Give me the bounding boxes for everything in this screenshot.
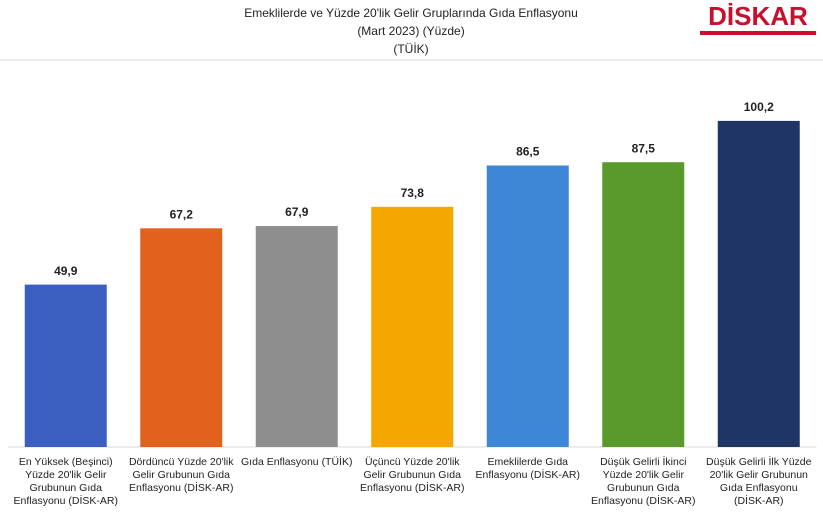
bar <box>24 284 107 447</box>
bar <box>486 165 569 447</box>
x-tick-label: Emeklilerde Gıda Enflasyonu (DİSK-AR) <box>475 456 580 481</box>
value-label: 67,2 <box>170 207 194 221</box>
logo: DİSKAR <box>708 1 808 31</box>
bar <box>255 226 338 447</box>
bar <box>371 206 454 447</box>
value-label: 67,9 <box>285 205 309 219</box>
x-tick-label: Düşük Gelirli İkinci Yüzde 20'lik Gelir … <box>591 456 696 507</box>
x-tick-label: Üçüncü Yüzde 20'lik Gelir Grubunun Gıda … <box>360 456 465 494</box>
x-tick-label: Dördüncü Yüzde 20'lik Gelir Grubunun Gıd… <box>128 456 234 494</box>
chart-subtitle: (Mart 2023) (Yüzde) <box>357 24 464 38</box>
x-tick-label: Düşük Gelirli İlk Yüzde 20'lik Gelir Gru… <box>706 456 812 507</box>
x-tick-label: Gıda Enflasyonu (TÜİK) <box>241 456 353 468</box>
chart-title: Emeklilerde ve Yüzde 20'lik Gelir Grupla… <box>244 6 578 20</box>
value-label: 86,5 <box>516 145 540 159</box>
logo-box <box>700 4 816 32</box>
value-label: 87,5 <box>632 141 656 155</box>
bar <box>602 162 685 447</box>
value-label: 49,9 <box>54 264 78 278</box>
x-tick-label: En Yüksek (Beşinci) Yüzde 20'lik Gelir G… <box>13 456 118 507</box>
value-label: 100,2 <box>744 100 774 114</box>
bar <box>717 120 800 448</box>
chart-source: (TÜİK) <box>393 42 428 56</box>
logo-strip <box>700 31 816 35</box>
value-label: 73,8 <box>401 186 425 200</box>
bar <box>140 228 223 447</box>
